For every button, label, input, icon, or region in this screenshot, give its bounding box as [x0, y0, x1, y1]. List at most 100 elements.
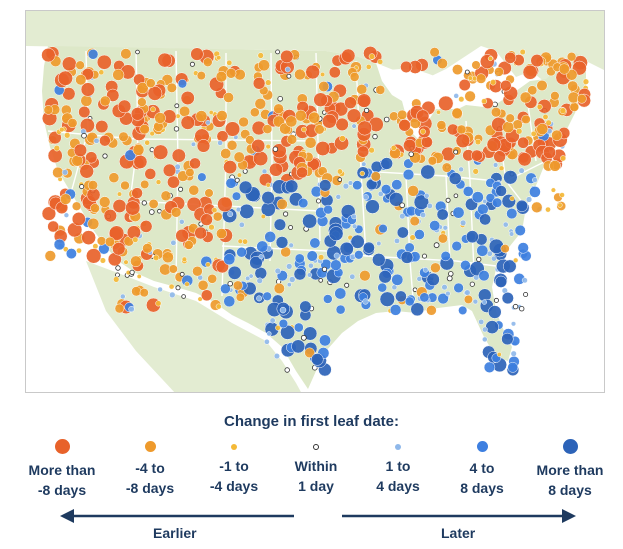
station-dot — [115, 265, 121, 271]
station-dot — [273, 103, 284, 115]
station-dot — [503, 259, 517, 274]
station-dot — [313, 92, 328, 107]
station-dot — [478, 318, 485, 325]
station-dot — [86, 248, 102, 264]
station-dot — [144, 139, 151, 146]
station-dot — [102, 153, 108, 159]
station-dot — [175, 228, 190, 243]
station-dot — [357, 120, 373, 136]
legend-label-more-than-8: More than 8 days — [536, 462, 604, 498]
station-dot — [57, 70, 73, 86]
station-dot — [170, 207, 182, 218]
station-dot — [321, 266, 328, 272]
station-dot — [336, 168, 343, 175]
station-dot — [505, 113, 515, 123]
station-dot — [93, 137, 100, 144]
station-dot — [192, 265, 203, 277]
station-dot — [494, 275, 508, 288]
station-dot — [212, 211, 223, 222]
data-points — [41, 46, 591, 377]
station-dot — [326, 245, 342, 261]
legend-dot-4-to-8 — [476, 441, 488, 452]
station-dot — [399, 213, 406, 220]
station-dot — [123, 259, 129, 265]
station-dot — [368, 147, 375, 154]
station-dot — [441, 284, 448, 291]
station-dot — [148, 198, 159, 209]
station-dot — [205, 261, 211, 268]
station-dot — [150, 106, 156, 113]
station-dot — [351, 213, 357, 220]
station-dot — [379, 291, 395, 307]
station-dot — [145, 78, 156, 89]
station-dot — [423, 193, 430, 199]
station-dot — [208, 110, 214, 115]
station-dot — [154, 112, 166, 124]
legend-dot-minus-1-to-minus-4 — [231, 444, 237, 450]
station-dot — [400, 60, 413, 73]
station-dot — [52, 166, 64, 179]
station-dot — [299, 300, 312, 313]
station-dot — [359, 270, 371, 282]
station-dot — [157, 52, 173, 68]
station-dot — [394, 237, 400, 244]
station-dot — [98, 69, 105, 76]
station-dot — [500, 244, 510, 254]
station-dot — [108, 225, 125, 241]
station-dot — [78, 105, 91, 119]
station-dot — [351, 223, 358, 229]
station-dot — [419, 128, 426, 135]
station-dot — [227, 281, 233, 287]
station-dot — [458, 305, 468, 315]
station-dot — [92, 243, 99, 250]
station-dot — [308, 262, 314, 269]
station-dot — [293, 267, 307, 281]
station-dot — [236, 172, 242, 178]
station-dot — [64, 132, 71, 139]
station-dot — [75, 74, 87, 86]
station-dot — [462, 186, 474, 197]
station-dot — [421, 253, 427, 259]
station-dot — [147, 86, 163, 101]
station-dot — [87, 49, 99, 60]
station-dot — [215, 71, 228, 83]
station-dot — [130, 107, 145, 121]
station-dot — [249, 256, 263, 270]
station-dot — [437, 233, 448, 244]
station-dot — [536, 103, 543, 110]
station-dot — [149, 209, 155, 215]
station-dot — [357, 145, 370, 158]
station-dot — [519, 306, 525, 312]
station-dot — [265, 79, 272, 86]
station-dot — [391, 179, 403, 191]
station-dot — [576, 93, 587, 104]
station-dot — [383, 116, 390, 123]
station-dot — [65, 248, 77, 260]
station-dot — [519, 48, 526, 56]
station-dot — [273, 282, 285, 295]
legend-dot-more-than-8 — [562, 439, 578, 454]
station-dot — [53, 145, 60, 152]
station-dot — [200, 213, 213, 226]
station-dot — [256, 295, 263, 302]
station-dot — [112, 242, 126, 256]
station-dot — [152, 144, 169, 160]
station-dot — [251, 138, 266, 153]
station-dot — [522, 64, 538, 80]
station-dot — [291, 339, 306, 354]
station-dot — [442, 225, 448, 231]
station-dot — [285, 115, 298, 128]
station-dot — [117, 99, 132, 114]
station-dot — [356, 84, 368, 95]
station-dot — [550, 187, 556, 193]
station-dot — [132, 236, 139, 243]
station-dot — [433, 242, 440, 249]
station-dot — [451, 240, 462, 252]
station-dot — [274, 267, 281, 275]
station-dot — [482, 336, 488, 343]
station-dot — [518, 167, 525, 174]
station-dot — [128, 305, 135, 313]
earlier-label: Earlier — [153, 525, 197, 541]
station-dot — [390, 145, 397, 151]
station-dot — [441, 162, 452, 173]
